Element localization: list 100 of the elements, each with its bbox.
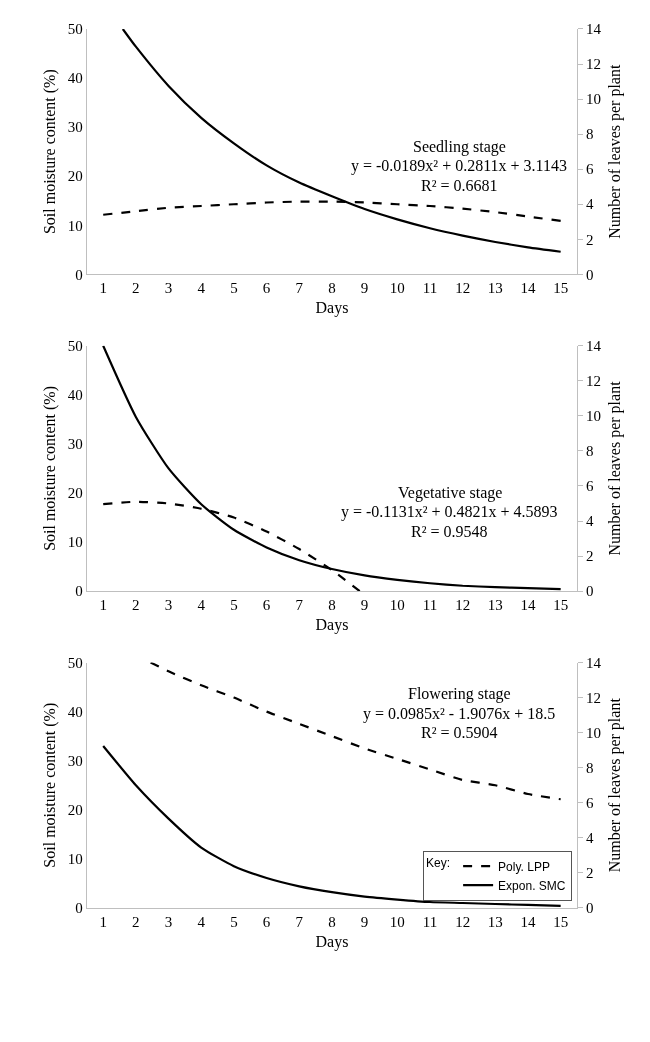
y2-tick-label: 12	[586, 689, 601, 706]
y-axis-title: Soil moisture content (%)	[40, 702, 59, 868]
line-series	[102, 345, 562, 591]
y2-axis-title: Number of leaves per plant	[606, 380, 625, 556]
y2-tick-label: 14	[586, 338, 602, 355]
y2-tick-label: 8	[586, 443, 594, 460]
y-tick-label: 40	[67, 70, 83, 87]
x-tick-label: 4	[197, 597, 206, 614]
x-tick-label: 7	[295, 597, 304, 614]
x-tick-label: 7	[295, 280, 304, 297]
x-tick-label: 3	[164, 913, 173, 930]
x-tick-label: 9	[360, 913, 369, 930]
x-tick-label: 11	[422, 913, 438, 930]
x-tick-label: 14	[520, 280, 536, 297]
y-tick-label: 0	[75, 583, 83, 600]
x-tick-label: 7	[295, 913, 304, 930]
x-tick-label: 5	[230, 280, 238, 297]
x-tick-label: 11	[422, 597, 438, 614]
annotation: R² = 0.6681	[421, 177, 498, 194]
y-tick-label: 0	[75, 900, 83, 917]
x-tick-label: 12	[455, 280, 471, 297]
y-tick-label: 10	[67, 534, 83, 551]
y2-tick-label: 12	[586, 56, 601, 73]
y2-tick-label: 10	[586, 724, 601, 741]
y2-tick-label: 4	[586, 830, 594, 847]
x-tick-label: 15	[553, 913, 569, 930]
y2-tick-label: 4	[586, 196, 594, 213]
y2-tick-label: 4	[586, 513, 594, 530]
x-tick-label: 8	[328, 597, 336, 614]
x-tick-label: 14	[520, 597, 536, 614]
x-tick-label: 6	[262, 280, 271, 297]
x-tick-label: 3	[164, 280, 173, 297]
y2-tick-label: 10	[586, 408, 601, 425]
x-tick-label: 11	[422, 280, 438, 297]
x-tick-label: 9	[360, 597, 369, 614]
x-tick-label: 2	[132, 597, 140, 614]
x-tick-label: 2	[132, 913, 140, 930]
y-axis-title: Soil moisture content (%)	[40, 386, 59, 551]
x-tick-label: 14	[520, 913, 536, 930]
annotation: Vegetative stage	[398, 484, 503, 502]
y-tick-label: 30	[67, 752, 83, 769]
y2-tick-label: 14	[586, 21, 602, 38]
x-tick-label: 6	[262, 597, 271, 614]
y-tick-label: 50	[67, 21, 83, 38]
y2-axis-title: Number of leaves per plant	[606, 64, 625, 239]
y2-tick-label: 2	[586, 865, 594, 882]
x-tick-label: 3	[164, 597, 173, 614]
y-tick-label: 10	[67, 217, 83, 234]
x-tick-label: 10	[389, 280, 405, 297]
annotation: y = 0.0985x² - 1.9076x + 18.5	[363, 705, 556, 723]
x-axis-title: Days	[315, 615, 349, 634]
legend-label: Poly. LPP	[498, 859, 550, 874]
y2-tick-label: 6	[586, 795, 594, 812]
x-tick-label: 8	[328, 280, 336, 297]
x-axis-title: Days	[315, 932, 349, 951]
y-tick-label: 0	[75, 266, 83, 283]
x-tick-label: 1	[99, 280, 107, 297]
x-tick-label: 15	[553, 280, 569, 297]
annotation: y = -0.1131x² + 0.4821x + 4.5893	[341, 503, 558, 521]
x-tick-label: 13	[487, 280, 503, 297]
x-tick-label: 8	[328, 913, 336, 930]
y-tick-label: 20	[67, 485, 83, 502]
y2-tick-label: 0	[586, 900, 594, 917]
x-tick-label: 1	[99, 597, 107, 614]
x-tick-label: 5	[230, 597, 238, 614]
annotation: R² = 0.5904	[421, 724, 498, 741]
y2-tick-label: 6	[586, 478, 594, 495]
y2-tick-label: 10	[586, 91, 601, 108]
x-tick-label: 2	[132, 280, 140, 297]
y2-tick-label: 8	[586, 126, 594, 143]
x-tick-label: 12	[455, 913, 471, 930]
x-tick-label: 5	[230, 913, 238, 930]
y-tick-label: 50	[67, 654, 83, 671]
x-axis-title: Days	[315, 299, 349, 318]
x-tick-label: 10	[389, 597, 405, 614]
annotation: R² = 0.9548	[411, 523, 488, 540]
annotation: Flowering stage	[408, 685, 511, 703]
x-tick-label: 10	[389, 913, 405, 930]
y2-tick-label: 12	[586, 373, 601, 390]
x-tick-label: 13	[487, 913, 503, 930]
y2-axis-title: Number of leaves per plant	[606, 697, 625, 873]
x-tick-label: 9	[360, 280, 369, 297]
y-tick-label: 50	[67, 338, 83, 355]
annotation: Seedling stage	[413, 138, 506, 156]
y2-tick-label: 8	[586, 759, 594, 776]
y2-tick-label: 14	[586, 654, 602, 671]
y2-tick-label: 2	[586, 231, 594, 248]
y-tick-label: 40	[67, 387, 83, 404]
annotation: y = -0.0189x² + 0.2811x + 3.1143	[351, 157, 568, 175]
y-tick-label: 10	[67, 851, 83, 868]
x-tick-label: 13	[487, 597, 503, 614]
line-series	[149, 662, 562, 801]
y-tick-label: 30	[67, 119, 83, 136]
y-axis-title: Soil moisture content (%)	[40, 69, 59, 235]
y-tick-label: 20	[67, 168, 83, 185]
y2-tick-label: 6	[586, 161, 594, 178]
y2-tick-label: 0	[586, 583, 594, 600]
x-tick-label: 6	[262, 913, 271, 930]
x-tick-label: 4	[197, 913, 206, 930]
x-tick-label: 15	[553, 597, 569, 614]
